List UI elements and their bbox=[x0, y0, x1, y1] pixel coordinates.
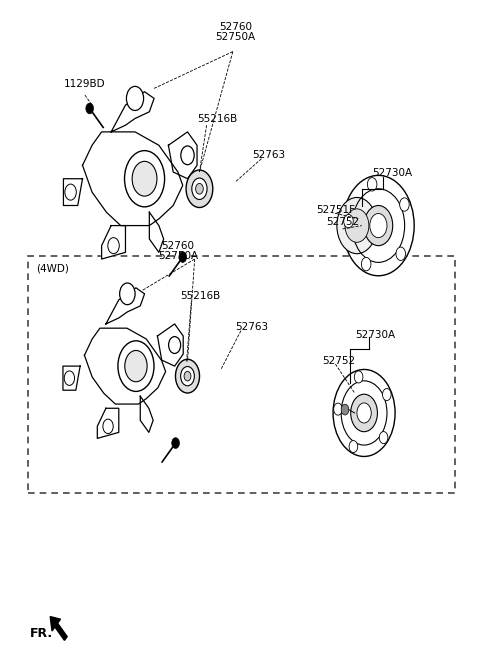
Text: FR.: FR. bbox=[30, 627, 53, 640]
Circle shape bbox=[86, 103, 94, 114]
Text: 1129BD: 1129BD bbox=[63, 79, 105, 89]
Polygon shape bbox=[63, 366, 80, 390]
Circle shape bbox=[379, 431, 388, 444]
Text: (4WD): (4WD) bbox=[36, 263, 69, 274]
FancyBboxPatch shape bbox=[28, 255, 455, 493]
Circle shape bbox=[120, 283, 135, 304]
Circle shape bbox=[168, 337, 180, 353]
Circle shape bbox=[364, 206, 393, 246]
Text: 52730A: 52730A bbox=[356, 330, 396, 339]
Text: 55216B: 55216B bbox=[180, 291, 221, 301]
Text: 52750A: 52750A bbox=[215, 32, 255, 42]
Circle shape bbox=[361, 257, 371, 271]
Circle shape bbox=[351, 394, 377, 431]
Polygon shape bbox=[97, 409, 119, 438]
Circle shape bbox=[349, 441, 358, 453]
Circle shape bbox=[181, 146, 194, 165]
Circle shape bbox=[383, 388, 391, 401]
Polygon shape bbox=[149, 212, 164, 253]
Circle shape bbox=[337, 198, 377, 254]
Circle shape bbox=[196, 183, 203, 194]
Text: 52730A: 52730A bbox=[372, 169, 413, 178]
Polygon shape bbox=[111, 92, 154, 132]
Text: 52752: 52752 bbox=[323, 356, 356, 366]
Polygon shape bbox=[63, 179, 83, 206]
Circle shape bbox=[344, 214, 353, 228]
Circle shape bbox=[179, 252, 187, 262]
Text: 52751F: 52751F bbox=[316, 205, 355, 215]
Circle shape bbox=[176, 360, 200, 393]
Circle shape bbox=[172, 437, 180, 448]
Text: 55216B: 55216B bbox=[197, 114, 237, 124]
Circle shape bbox=[354, 371, 363, 383]
Circle shape bbox=[343, 175, 414, 276]
Polygon shape bbox=[106, 288, 144, 324]
Circle shape bbox=[65, 184, 76, 200]
Circle shape bbox=[124, 151, 165, 207]
Circle shape bbox=[341, 405, 349, 415]
Polygon shape bbox=[83, 132, 183, 226]
Text: 52752: 52752 bbox=[326, 217, 359, 227]
Circle shape bbox=[103, 419, 113, 433]
Circle shape bbox=[108, 238, 119, 254]
Circle shape bbox=[192, 178, 207, 200]
Circle shape bbox=[118, 341, 154, 391]
Polygon shape bbox=[157, 324, 183, 366]
Circle shape bbox=[180, 366, 194, 386]
Circle shape bbox=[334, 403, 342, 415]
Circle shape bbox=[367, 177, 377, 191]
Circle shape bbox=[396, 247, 406, 261]
Text: 52760: 52760 bbox=[219, 22, 252, 32]
Text: 52750A: 52750A bbox=[158, 251, 198, 261]
Circle shape bbox=[400, 198, 409, 211]
Polygon shape bbox=[84, 328, 166, 404]
Circle shape bbox=[132, 161, 157, 196]
Circle shape bbox=[184, 372, 191, 381]
Polygon shape bbox=[168, 132, 197, 179]
Text: 52763: 52763 bbox=[252, 151, 285, 161]
Text: 52763: 52763 bbox=[235, 323, 268, 332]
Polygon shape bbox=[102, 226, 125, 259]
FancyArrow shape bbox=[50, 617, 67, 640]
Circle shape bbox=[345, 209, 369, 243]
Text: 52760: 52760 bbox=[161, 241, 194, 251]
Circle shape bbox=[357, 403, 371, 423]
Circle shape bbox=[186, 170, 213, 208]
Polygon shape bbox=[140, 396, 153, 432]
Circle shape bbox=[126, 87, 144, 110]
Circle shape bbox=[64, 371, 74, 385]
Circle shape bbox=[333, 370, 395, 456]
Circle shape bbox=[370, 214, 387, 238]
Circle shape bbox=[125, 351, 147, 382]
